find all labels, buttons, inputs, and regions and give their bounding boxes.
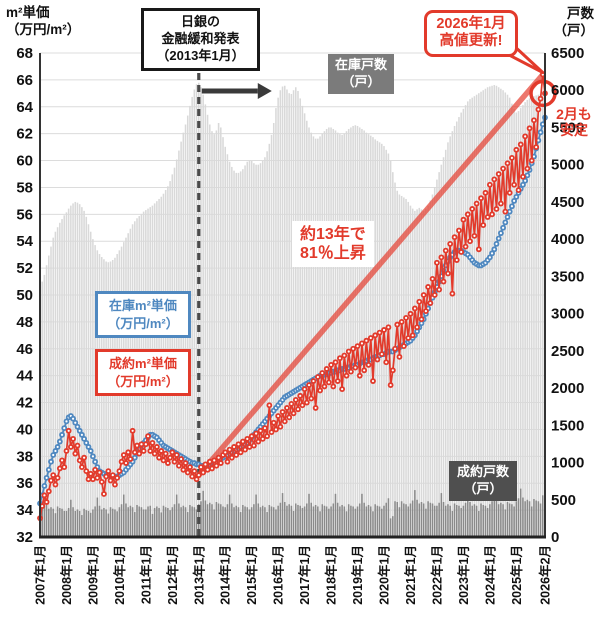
- svg-text:42: 42: [16, 395, 33, 412]
- svg-text:2020年1月: 2020年1月: [377, 545, 392, 605]
- svg-text:6500: 6500: [551, 45, 584, 62]
- svg-text:2022年1月: 2022年1月: [429, 545, 444, 605]
- svg-text:2017年1月: 2017年1月: [297, 545, 312, 605]
- svg-text:48: 48: [16, 314, 33, 331]
- svg-text:52: 52: [16, 260, 33, 277]
- svg-text:1000: 1000: [551, 455, 584, 472]
- svg-text:46: 46: [16, 341, 33, 358]
- svg-text:4000: 4000: [551, 231, 584, 248]
- svg-text:0: 0: [551, 529, 559, 546]
- svg-text:44: 44: [16, 368, 33, 385]
- svg-text:2026年2月: 2026年2月: [538, 545, 553, 605]
- svg-text:2008年1月: 2008年1月: [59, 545, 74, 605]
- svg-text:3000: 3000: [551, 306, 584, 323]
- svg-text:2009年1月: 2009年1月: [85, 545, 100, 605]
- svg-text:6000: 6000: [551, 82, 584, 99]
- svg-text:2013年1月: 2013年1月: [191, 545, 206, 605]
- svg-text:62: 62: [16, 126, 33, 143]
- boj-easing-callout: 日銀の 金融緩和発表 （2013年1月）: [141, 8, 260, 71]
- svg-text:2012年1月: 2012年1月: [165, 545, 180, 605]
- svg-text:5500: 5500: [551, 119, 584, 136]
- svg-text:2015年1月: 2015年1月: [244, 545, 259, 605]
- svg-text:1500: 1500: [551, 417, 584, 434]
- svg-text:500: 500: [551, 492, 576, 509]
- svg-text:2010年1月: 2010年1月: [112, 545, 127, 605]
- svg-text:34: 34: [16, 502, 33, 519]
- svg-text:2023年1月: 2023年1月: [456, 545, 471, 605]
- svg-text:2025年1月: 2025年1月: [509, 545, 524, 605]
- svg-text:68: 68: [16, 45, 33, 62]
- svg-text:64: 64: [16, 99, 33, 116]
- svg-text:2016年1月: 2016年1月: [271, 545, 286, 605]
- svg-text:2019年1月: 2019年1月: [350, 545, 365, 605]
- svg-text:4500: 4500: [551, 194, 584, 211]
- feb-stable-note: 2月も 安定: [556, 106, 592, 139]
- svg-text:36: 36: [16, 475, 33, 492]
- svg-text:40: 40: [16, 421, 33, 438]
- svg-text:3500: 3500: [551, 268, 584, 285]
- svg-text:2000: 2000: [551, 380, 584, 397]
- svg-text:38: 38: [16, 448, 33, 465]
- inventory-count-label: 在庫戸数 （戸）: [328, 54, 394, 94]
- deal-price-legend: 成約m²単価 （万円/m²）: [95, 349, 191, 397]
- svg-text:2018年1月: 2018年1月: [324, 545, 339, 605]
- svg-text:2007年1月: 2007年1月: [33, 545, 48, 605]
- svg-text:5000: 5000: [551, 157, 584, 174]
- deal-count-label: 成約戸数 （戸）: [449, 461, 517, 501]
- svg-text:54: 54: [16, 233, 33, 250]
- rise-81pct-note: 約13年で 81％上昇: [292, 221, 374, 268]
- svg-text:2014年1月: 2014年1月: [218, 545, 233, 605]
- right-axis-title: 戸数 （戸）: [553, 6, 595, 38]
- inventory-price-legend: 在庫m²単価 （万円/m²）: [95, 291, 191, 339]
- svg-text:58: 58: [16, 179, 33, 196]
- record-high-bubble: 2026年1月 高値更新!: [424, 10, 518, 57]
- svg-text:56: 56: [16, 206, 33, 223]
- svg-text:2011年1月: 2011年1月: [138, 545, 153, 604]
- svg-text:66: 66: [16, 72, 33, 89]
- svg-text:50: 50: [16, 287, 33, 304]
- svg-text:2021年1月: 2021年1月: [403, 545, 418, 605]
- left-axis-title: m²単価 （万円/m²）: [6, 5, 81, 37]
- svg-text:2024年1月: 2024年1月: [482, 545, 497, 605]
- svg-text:2500: 2500: [551, 343, 584, 360]
- svg-text:60: 60: [16, 153, 33, 170]
- svg-text:32: 32: [16, 529, 33, 546]
